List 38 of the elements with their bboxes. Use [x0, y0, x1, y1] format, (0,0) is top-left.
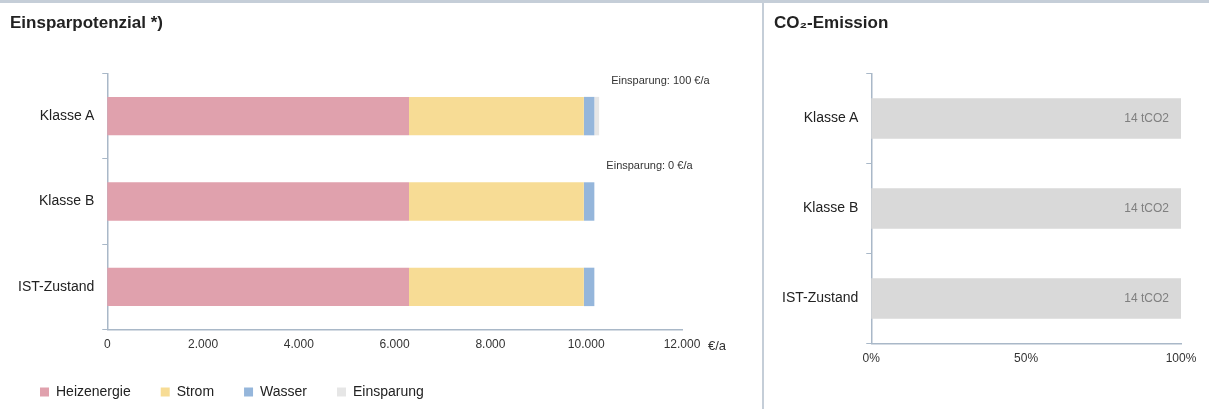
chart-title: CO₂-Emission: [774, 12, 889, 32]
x-tick-label: 0%: [862, 351, 881, 366]
y-tick-label: IST-Zustand: [781, 289, 859, 306]
bar: [107, 182, 409, 221]
bar: [583, 267, 595, 307]
y-tick-label: Klasse A: [39, 106, 95, 123]
x-tick-label: 12.000: [663, 337, 701, 352]
bar: [409, 96, 584, 136]
x-tick-label: 100%: [1165, 351, 1197, 366]
bar: [583, 182, 595, 221]
annotation: Einsparung: 100 €/a: [611, 73, 711, 86]
bar: [409, 267, 584, 307]
y-tick-label: Klasse B: [39, 192, 95, 209]
annotation: 14 tCO2: [1124, 290, 1170, 305]
y-tick-label: Klasse B: [803, 199, 859, 216]
annotation: 14 tCO2: [1124, 110, 1170, 125]
x-axis-title: €/a: [708, 337, 727, 353]
x-tick-label: 2.000: [188, 337, 219, 352]
y-tick-label: IST-Zustand: [17, 277, 95, 294]
annotation: Einsparung: 0 €/a: [606, 159, 694, 172]
x-tick-label: 10.000: [567, 337, 605, 352]
legend-label: Wasser: [260, 382, 308, 399]
x-tick-label: 6.000: [379, 337, 410, 352]
x-tick-label: 50%: [1014, 351, 1039, 366]
chart-title: Einsparpotenzial *): [10, 12, 164, 32]
x-tick-label: 4.000: [283, 337, 315, 352]
bar: [583, 96, 595, 136]
x-tick-label: 8.000: [475, 337, 506, 352]
x-tick-label: 0: [103, 337, 111, 352]
legend-label: Heizenergie: [56, 382, 131, 399]
bar: [107, 267, 409, 307]
legend-label: Einsparung: [352, 382, 424, 399]
legend-label: Strom: [176, 382, 215, 399]
bar: [594, 96, 600, 136]
bar: [107, 96, 409, 136]
y-tick-label: Klasse A: [803, 109, 859, 126]
bar: [409, 182, 584, 221]
annotation: 14 tCO2: [1124, 200, 1170, 215]
